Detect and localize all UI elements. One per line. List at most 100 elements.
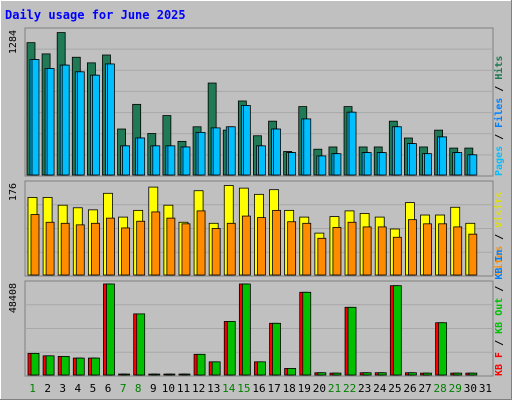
bar-pages [288,152,297,176]
bar-kb-out [468,372,478,376]
bar-kb-out [287,368,297,376]
bar-kb-out [347,306,357,376]
bar-pages [469,154,478,176]
day-label: 7 [120,382,127,395]
bar-pages [273,128,281,176]
bar-pages [333,153,342,176]
day-label: 18 [283,382,296,395]
bar-pages [61,64,70,176]
bar-pages [182,146,191,176]
bar-sites [211,228,221,276]
day-label: 26 [403,382,416,395]
bar-sites [196,210,206,276]
bar-kb-out [75,357,85,376]
bar-kb-out [241,283,251,376]
day-label: 20 [313,382,326,395]
bar-sites [287,221,297,276]
bar-sites [226,222,236,276]
bar-sites [75,224,85,276]
day-label: 24 [373,382,387,395]
day-label: 11 [177,382,190,395]
bar-sites [136,220,146,276]
bar-sites [377,226,387,276]
day-label: 23 [358,382,371,395]
bar-kb-out [121,373,130,376]
day-label: 16 [252,382,265,395]
day-label: 17 [267,382,280,395]
max-value-label: 48408 [8,283,19,313]
day-label: 3 [59,382,66,395]
bar-kb-out [45,355,55,376]
day-label: 15 [237,382,250,395]
bar-pages [378,152,387,176]
day-label: 27 [418,382,431,395]
bar-sites [362,226,372,276]
day-label: 5 [90,382,97,395]
day-label: 25 [388,382,401,395]
max-value-label: 176 [8,183,19,201]
bar-kb-out [302,291,312,376]
bar-pages [454,152,463,176]
bar-kb-out [453,372,463,376]
bar-pages [91,74,100,176]
bar-sites [272,209,281,276]
day-label: 29 [449,382,462,395]
bar-sites [347,221,357,276]
bar-pages [439,136,448,176]
bar-pages [258,145,266,176]
day-label: 9 [150,382,157,395]
bar-kb-out [90,357,100,376]
bar-kb-out [181,373,191,376]
bar-pages [31,59,40,176]
bar-pages [197,131,206,176]
bar-sites [60,222,70,276]
day-label: 2 [44,382,51,395]
bar-pages [137,137,146,176]
series-legend-visits-sites: Sites / Visits [493,192,505,276]
bar-pages [152,145,161,176]
bar-kb-out [151,373,161,376]
bar-kb-out [423,372,432,376]
bar-sites [302,222,312,276]
day-label: 28 [434,382,447,395]
bar-pages [76,71,85,176]
day-label: 13 [207,382,220,395]
bar-kb-out [166,373,176,376]
bar-kb-out [272,322,281,376]
panel-hits-files-pages: 1284 Pages / Files / Hits [8,27,505,177]
bar-sites [90,222,100,276]
bar-sites [438,223,448,276]
bar-sites [468,233,478,276]
bar-sites [106,217,115,276]
series-legend-hits-files-pages: Pages / Files / Hits [493,56,505,176]
bar-pages [409,143,417,176]
bar-pages [227,126,236,176]
bar-sites [392,236,402,276]
day-label: 4 [75,382,82,395]
bar-kb-out [30,352,40,376]
bar-kb-out [392,285,402,376]
bar-sites [151,211,161,276]
bar-sites [121,227,130,276]
day-label: 8 [135,382,142,395]
bar-pages [303,118,312,176]
bar-kb-out [362,372,372,376]
bar-kb-out [196,353,206,376]
bar-sites [30,214,40,276]
chart-title: Daily usage for June 2025 [5,8,186,22]
bar-sites [453,226,463,276]
bar-pages [107,63,115,176]
chart-panels: 1284 Pages / Files / Hits 176 Sites / Visit… [8,27,505,377]
bar-kb-out [106,283,115,376]
bar-kb-out [211,361,221,376]
bar-kb-out [317,372,327,376]
day-label: 10 [162,382,175,395]
bar-sites [408,219,417,276]
day-label: 12 [192,382,205,395]
day-label: 30 [464,382,477,395]
bar-sites [317,237,327,276]
bar-pages [393,126,402,176]
series-legend-kb-traffic: KB F / KB Out / KB In [494,250,505,376]
bar-pages [318,155,327,176]
bar-pages [122,145,130,176]
